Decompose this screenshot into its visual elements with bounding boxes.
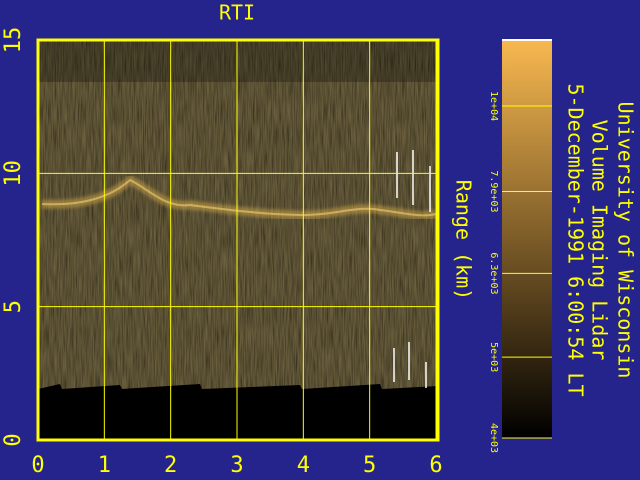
colorbar-tick-label: 7.9e+03 bbox=[488, 170, 499, 212]
aerosol-core bbox=[41, 178, 437, 217]
x-tick-label: 3 bbox=[230, 453, 243, 478]
colorbar bbox=[502, 40, 552, 438]
colorbar-tick-label: 5e+03 bbox=[488, 342, 499, 372]
lidar-texture bbox=[38, 40, 438, 440]
colorbar-tick-label: 1e+04 bbox=[488, 91, 499, 121]
x-tick-label: 4 bbox=[297, 453, 310, 478]
colorbar-tick-label: 4e+03 bbox=[488, 423, 499, 453]
spikes bbox=[393, 150, 431, 388]
y-tick-label: 5 bbox=[1, 300, 26, 313]
annotation: 5-December-1991 6:00:54 LT bbox=[564, 83, 588, 396]
x-tick-label: 6 bbox=[429, 453, 442, 478]
y-tick-label: 10 bbox=[1, 160, 26, 187]
ground-shadow bbox=[38, 384, 438, 440]
x-tick-label: 1 bbox=[98, 453, 111, 478]
y-tick-label: 0 bbox=[1, 433, 26, 446]
y-axis-label: Range (km) bbox=[452, 180, 476, 300]
chart-title: RTI bbox=[219, 1, 255, 25]
lidar-top bbox=[38, 40, 438, 82]
annotation: Volume Imaging Lidar bbox=[588, 120, 612, 361]
plot-border bbox=[36, 38, 440, 442]
x-tick-label: 5 bbox=[363, 453, 376, 478]
annotation: University of Wisconsin bbox=[614, 102, 638, 379]
x-tick-label: 2 bbox=[164, 453, 177, 478]
x-tick-label: 0 bbox=[31, 453, 44, 478]
y-tick-label: 15 bbox=[1, 27, 26, 54]
colorbar-tick-label: 6.3e+03 bbox=[488, 252, 499, 294]
